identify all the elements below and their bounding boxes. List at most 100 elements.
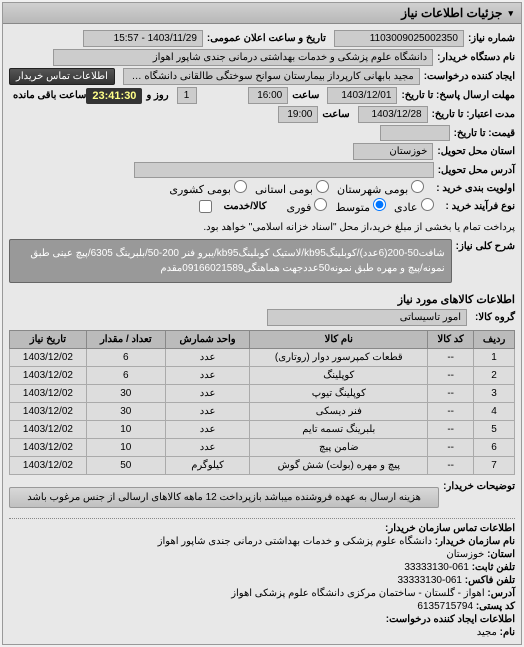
form-area: شماره نیاز: 1103009025002350 تاریخ و ساع… bbox=[3, 24, 521, 644]
table-row[interactable]: 5--بلبرینگ تسمه تایمعدد101403/12/02 bbox=[10, 421, 515, 439]
buyer-org-value: دانشگاه علوم پزشکی و خدمات بهداشتی درمان… bbox=[53, 49, 433, 66]
requester-value: مجید بابهانی کارپرداز بیمارستان سوانح سو… bbox=[123, 68, 420, 85]
table-row[interactable]: 1--قطعات کمپرسور دوار (روتاری)عدد61403/1… bbox=[10, 349, 515, 367]
time-label-2: ساعت bbox=[322, 109, 349, 120]
table-cell: ضامن پیچ bbox=[250, 439, 428, 457]
priority-opt-province[interactable]: بومی استانی bbox=[255, 180, 329, 196]
c-prov-value: خوزستان bbox=[446, 549, 484, 560]
table-cell: 1403/12/02 bbox=[10, 403, 87, 421]
table-header-cell: ردیف bbox=[474, 331, 515, 349]
goods-section-title: اطلاعات کالاهای مورد نیاز bbox=[9, 293, 515, 306]
table-cell: 10 bbox=[86, 421, 165, 439]
deadline-time: 16:00 bbox=[248, 87, 288, 104]
need-details-panel: ▾ جزئیات اطلاعات نیاز شماره نیاز: 110300… bbox=[2, 2, 522, 645]
valid-date: 1403/12/28 bbox=[358, 106, 428, 123]
table-cell: 1403/12/02 bbox=[10, 349, 87, 367]
table-cell: عدد bbox=[165, 421, 250, 439]
priority-radio-city[interactable] bbox=[411, 180, 424, 193]
table-cell: -- bbox=[428, 457, 474, 475]
table-cell: 6 bbox=[86, 367, 165, 385]
table-cell: 1403/12/02 bbox=[10, 439, 87, 457]
table-cell: -- bbox=[428, 385, 474, 403]
deliver-addr-value bbox=[134, 162, 434, 178]
c-creator-label: اطلاعات ایجاد کننده درخواست: bbox=[386, 614, 515, 625]
time-label-1: ساعت bbox=[292, 90, 319, 101]
table-cell: -- bbox=[428, 367, 474, 385]
remain-time: 23:41:30 bbox=[86, 88, 142, 104]
price-date bbox=[380, 125, 450, 141]
table-cell: عدد bbox=[165, 349, 250, 367]
table-cell: 7 bbox=[474, 457, 515, 475]
contact-title: اطلاعات تماس سازمان خریدار: bbox=[385, 523, 515, 534]
buyer-org-label: نام دستگاه خریدار: bbox=[437, 52, 515, 63]
table-row[interactable]: 7--پیچ و مهره (بولت) شش گوشکیلوگرم501403… bbox=[10, 457, 515, 475]
c-name-label: نام: bbox=[500, 627, 515, 638]
table-cell: 50 bbox=[86, 457, 165, 475]
table-cell: پیچ و مهره (بولت) شش گوش bbox=[250, 457, 428, 475]
remain-days: 1 bbox=[177, 87, 197, 104]
table-cell: کیلوگرم bbox=[165, 457, 250, 475]
table-cell: 1 bbox=[474, 349, 515, 367]
table-cell: 30 bbox=[86, 385, 165, 403]
c-prov-label: استان: bbox=[487, 549, 515, 560]
pub-dt-value: 1403/11/29 - 15:57 bbox=[83, 30, 203, 47]
panel-header[interactable]: ▾ جزئیات اطلاعات نیاز bbox=[3, 3, 521, 24]
buyer-contact-button[interactable]: اطلاعات تماس خریدار bbox=[9, 68, 115, 85]
table-row[interactable]: 3--کوپلینگ تیوپعدد301403/12/02 bbox=[10, 385, 515, 403]
table-cell: 2 bbox=[474, 367, 515, 385]
priority-opt-country[interactable]: بومی کشوری bbox=[169, 180, 247, 196]
commit-opt-normal[interactable]: عادی bbox=[394, 198, 434, 214]
goods-group-value: امور تاسیساتی bbox=[267, 309, 467, 326]
commit-radio-urgent[interactable] bbox=[314, 198, 327, 211]
priority-label: اولویت بندی خرید : bbox=[436, 183, 515, 194]
goods-table: ردیفکد کالانام کالاواحد شمارشتعداد / مقد… bbox=[9, 330, 515, 475]
priority-opt-city[interactable]: بومی شهرستان bbox=[337, 180, 424, 196]
c-addr-value: اهواز - گلستان - ساختمان مرکزی دانشگاه ع… bbox=[231, 588, 484, 599]
deliver-loc-label: استان محل تحویل: bbox=[437, 146, 515, 157]
table-row[interactable]: 6--ضامن پیچعدد101403/12/02 bbox=[10, 439, 515, 457]
table-cell: 1403/12/02 bbox=[10, 367, 87, 385]
desc-label: شرح کلی نیاز: bbox=[456, 241, 515, 252]
table-cell: 1403/12/02 bbox=[10, 421, 87, 439]
priority-radio-country[interactable] bbox=[234, 180, 247, 193]
table-cell: بلبرینگ تسمه تایم bbox=[250, 421, 428, 439]
commit-radio-normal[interactable] bbox=[421, 198, 434, 211]
table-cell: 5 bbox=[474, 421, 515, 439]
pub-dt-label: تاریخ و ساعت اعلان عمومی: bbox=[207, 33, 326, 44]
c-fax-value: 061-33333130 bbox=[397, 575, 462, 586]
c-post-label: کد پستی: bbox=[476, 601, 515, 612]
table-row[interactable]: 4--فنر دیسکیعدد301403/12/02 bbox=[10, 403, 515, 421]
c-org-label: نام سازمان خریدار: bbox=[435, 536, 515, 547]
table-cell: -- bbox=[428, 421, 474, 439]
table-cell: فنر دیسکی bbox=[250, 403, 428, 421]
deadline-date: 1403/12/01 bbox=[327, 87, 397, 104]
table-header-cell: واحد شمارش bbox=[165, 331, 250, 349]
table-cell: 10 bbox=[86, 439, 165, 457]
deliver-addr-label: آدرس محل تحویل: bbox=[438, 165, 515, 176]
table-cell: 30 bbox=[86, 403, 165, 421]
c-tel-value: 061-33333130 bbox=[404, 562, 469, 573]
remain-day-label: روز و bbox=[146, 90, 168, 101]
buyer-note-label: توضیحات خریدار: bbox=[443, 481, 515, 492]
commit-opt-urgent[interactable]: فوری bbox=[286, 198, 327, 214]
commit-opt-medium[interactable]: متوسط bbox=[335, 198, 386, 214]
table-body: 1--قطعات کمپرسور دوار (روتاری)عدد61403/1… bbox=[10, 349, 515, 475]
commit-radio-medium[interactable] bbox=[373, 198, 386, 211]
treasury-checkbox[interactable] bbox=[199, 200, 212, 213]
table-header-cell: نام کالا bbox=[250, 331, 428, 349]
valid-label: مدت اعتبار: تا تاریخ: bbox=[432, 109, 515, 120]
desc-value: شافت50-200(6عدد)/کوبلینگkb95/لاستیک کوبل… bbox=[9, 239, 452, 283]
priority-radio-province[interactable] bbox=[316, 180, 329, 193]
commit-label: نوع فرآیند خرید : bbox=[446, 201, 515, 212]
valid-time: 19:00 bbox=[278, 106, 318, 123]
table-row[interactable]: 2--کوپلینگعدد61403/12/02 bbox=[10, 367, 515, 385]
table-cell: 1403/12/02 bbox=[10, 385, 87, 403]
table-cell: 4 bbox=[474, 403, 515, 421]
req-no-value: 1103009025002350 bbox=[334, 30, 464, 47]
table-cell: -- bbox=[428, 439, 474, 457]
c-addr-label: آدرس: bbox=[487, 588, 515, 599]
c-tel-label: تلفن ثابت: bbox=[472, 562, 515, 573]
requester-label: ایجاد کننده درخواست: bbox=[424, 71, 515, 82]
table-cell: کوپلینگ bbox=[250, 367, 428, 385]
table-cell: 3 bbox=[474, 385, 515, 403]
